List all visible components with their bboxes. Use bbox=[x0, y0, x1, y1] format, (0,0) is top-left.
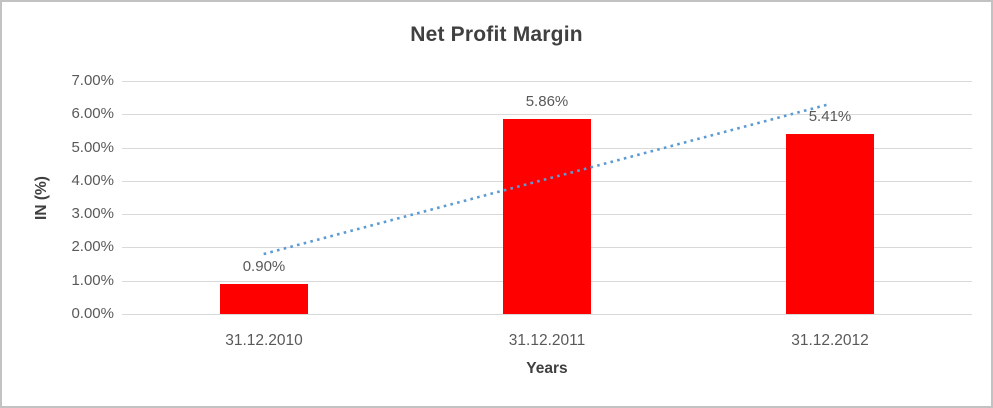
x-axis-title: Years bbox=[526, 360, 568, 377]
gridline bbox=[122, 81, 972, 82]
plot-area: 0.90% 5.86% 5.41% bbox=[122, 81, 972, 315]
bar-31.12.2011 bbox=[503, 119, 591, 314]
chart-title: Net Profit Margin bbox=[410, 23, 583, 46]
bar-31.12.2010 bbox=[220, 284, 308, 314]
y-tick-label: 5.00% bbox=[71, 139, 114, 156]
data-label: 5.86% bbox=[525, 93, 569, 110]
y-tick-label: 6.00% bbox=[71, 105, 114, 122]
y-tick-label: 3.00% bbox=[71, 205, 114, 222]
y-tick-label: 7.00% bbox=[71, 72, 114, 89]
x-tick-label: 31.12.2010 bbox=[225, 332, 303, 349]
gridline bbox=[122, 114, 972, 115]
bar-31.12.2012 bbox=[786, 134, 874, 314]
y-tick-label: 1.00% bbox=[71, 272, 114, 289]
trendline bbox=[263, 102, 831, 256]
data-label: 5.41% bbox=[808, 108, 852, 125]
y-tick-label: 4.00% bbox=[71, 172, 114, 189]
data-label: 0.90% bbox=[242, 258, 286, 275]
x-tick-label: 31.12.2011 bbox=[508, 332, 586, 349]
trendline-path bbox=[263, 102, 831, 256]
gridline bbox=[122, 314, 972, 315]
x-tick-label: 31.12.2012 bbox=[791, 332, 869, 349]
y-tick-label: 0.00% bbox=[71, 305, 114, 322]
y-tick-label: 2.00% bbox=[71, 238, 114, 255]
